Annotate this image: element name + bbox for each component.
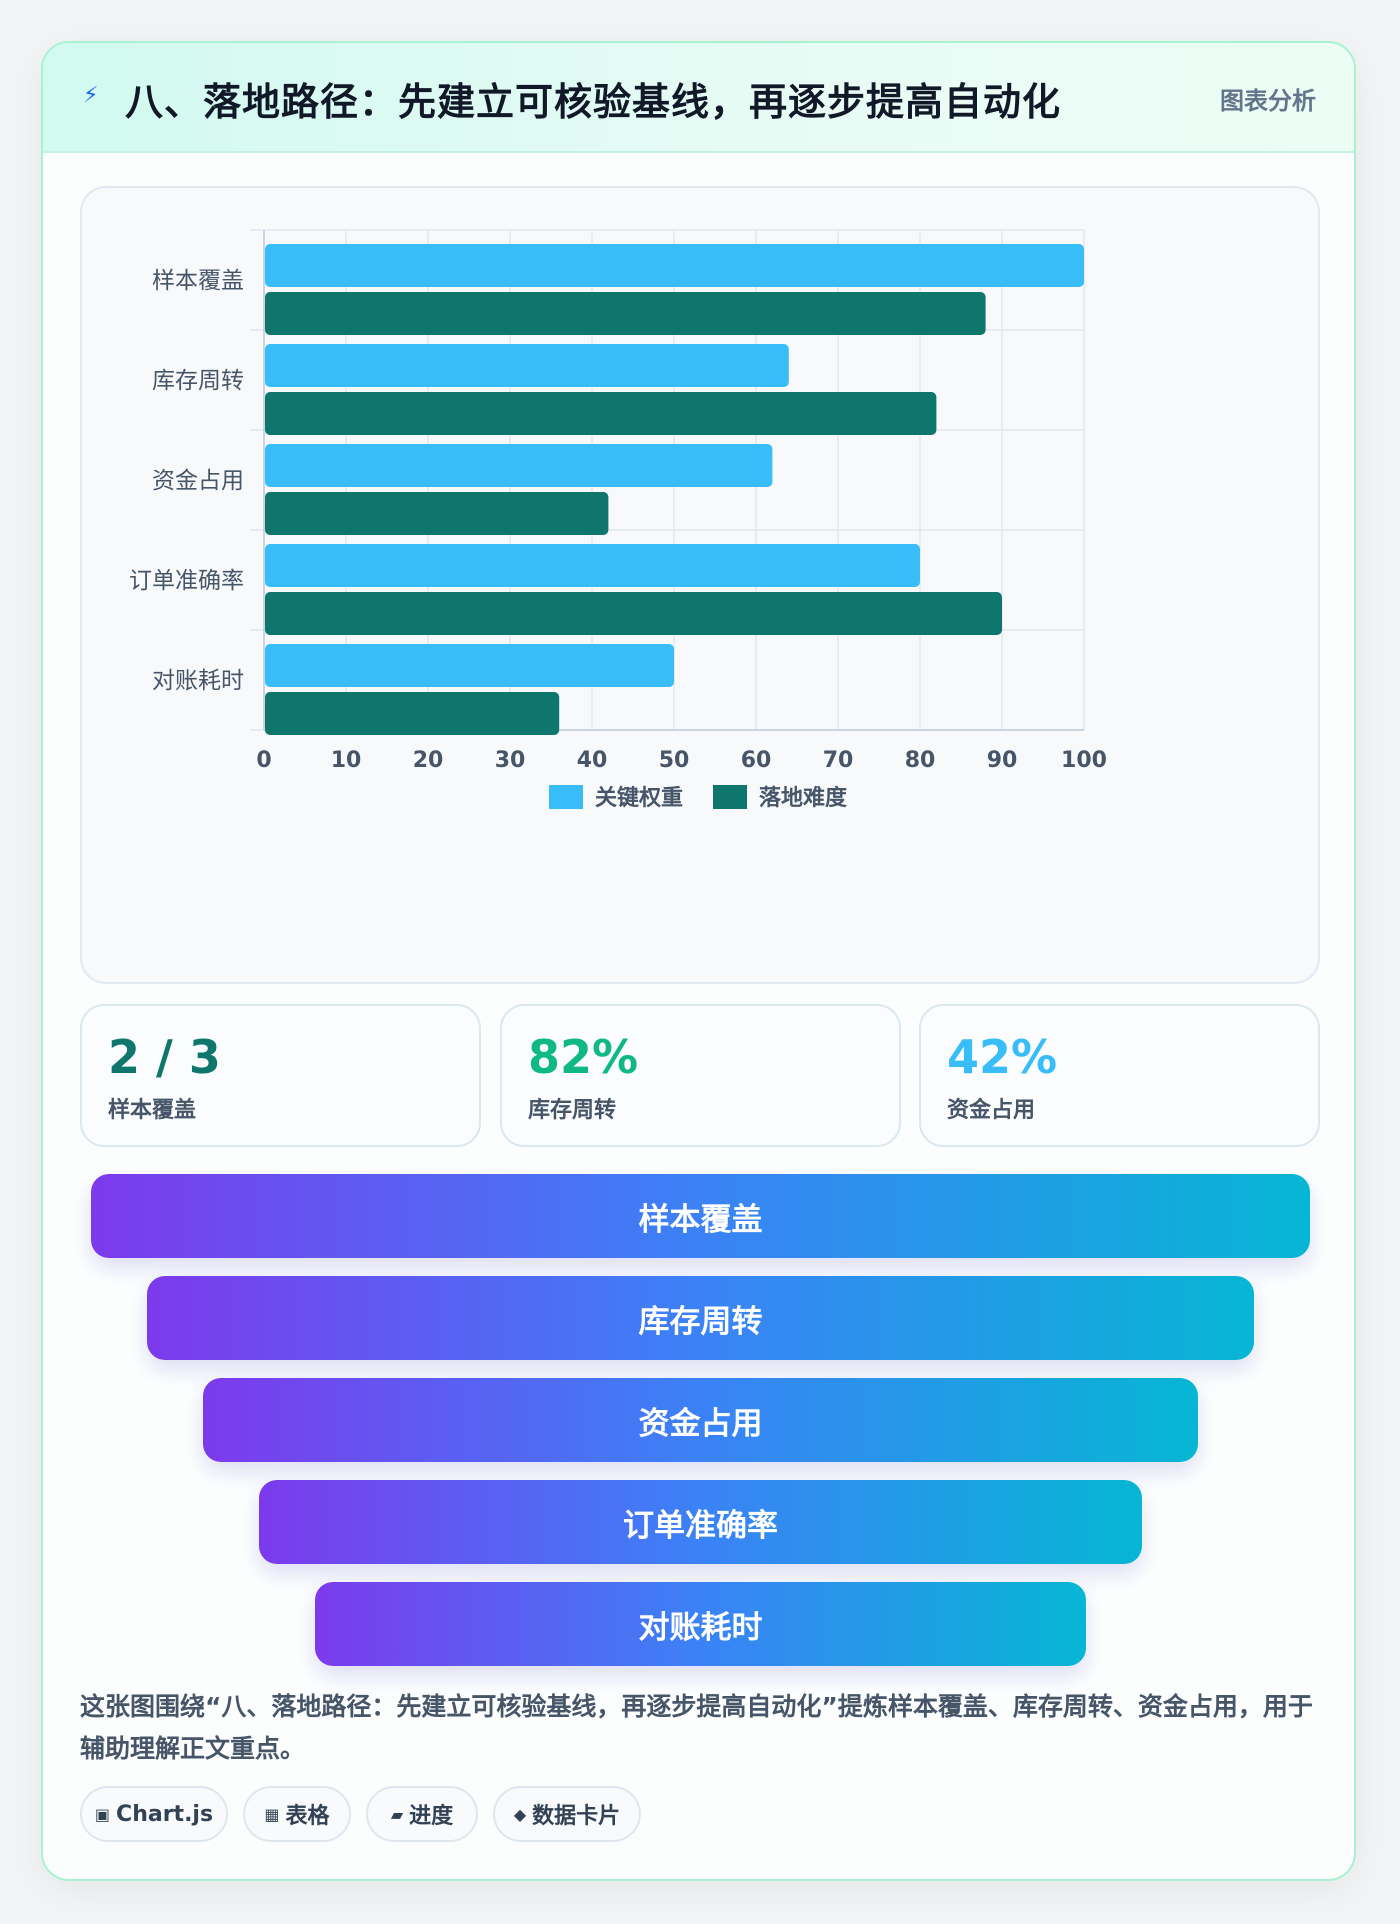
legend-swatch <box>713 785 747 809</box>
funnel-step-3: 资金占用 <box>203 1378 1198 1462</box>
funnel-step-1: 样本覆盖 <box>91 1174 1310 1258</box>
bar-difficulty <box>265 292 986 335</box>
legend-label: 落地难度 <box>759 785 848 811</box>
progress-icon: ▰ <box>390 1804 404 1824</box>
stat-label: 库存周转 <box>528 1098 617 1123</box>
x-tick-label: 0 <box>256 748 271 773</box>
tag-data-card[interactable]: ◆ 数据卡片 <box>493 1786 641 1842</box>
y-tick-label: 样本覆盖 <box>152 268 244 294</box>
bar-weight <box>265 444 773 487</box>
header-tag: 图表分析 <box>1220 87 1316 115</box>
lightning-icon: ⚡ <box>83 83 99 108</box>
y-tick-label: 资金占用 <box>152 468 244 494</box>
x-tick-label: 60 <box>741 748 772 773</box>
chart-icon: ▣ <box>94 1804 111 1824</box>
bar-difficulty <box>265 592 1002 635</box>
stat-value: 82% <box>528 1030 639 1084</box>
stat-label: 资金占用 <box>947 1098 1036 1123</box>
bar-difficulty <box>265 692 560 735</box>
x-tick-label: 40 <box>577 748 608 773</box>
tag-label: 数据卡片 <box>532 1804 621 1829</box>
funnel-step-2: 库存周转 <box>147 1276 1254 1360</box>
stat-value: 42% <box>947 1030 1058 1084</box>
funnel-step-4: 订单准确率 <box>259 1480 1142 1564</box>
y-tick-label: 库存周转 <box>152 368 244 394</box>
tag-table[interactable]: ▦ 表格 <box>243 1786 351 1842</box>
legend-swatch <box>549 785 583 809</box>
page-title: 八、落地路径：先建立可核验基线，再逐步提高自动化 <box>125 80 1062 124</box>
diamond-icon: ◆ <box>513 1804 527 1824</box>
tag-label: Chart.js <box>116 1801 214 1827</box>
chart-card: ⚡ 八、落地路径：先建立可核验基线，再逐步提高自动化 图表分析 样本覆盖 库存周转… <box>41 41 1356 1881</box>
tag-chartjs[interactable]: ▣ Chart.js <box>80 1786 228 1842</box>
x-tick-label: 70 <box>823 748 854 773</box>
bar-weight <box>265 244 1084 287</box>
stat-card-3: 42% 资金占用 <box>919 1004 1320 1147</box>
funnel-step-5: 对账耗时 <box>315 1582 1086 1666</box>
x-tick-label: 20 <box>413 748 444 773</box>
stat-value: 2 / 3 <box>108 1030 221 1084</box>
bar-weight <box>265 544 920 587</box>
table-icon: ▦ <box>264 1804 280 1824</box>
legend-label: 关键权重 <box>595 785 683 811</box>
x-tick-label: 80 <box>905 748 936 773</box>
x-tick-label: 50 <box>659 748 690 773</box>
chart-panel: 样本覆盖库存周转资金占用订单准确率对账耗时 0 10 20 30 40 50 60 70 80 90… <box>80 186 1320 984</box>
tag-label: 进度 <box>409 1804 454 1829</box>
bar-difficulty <box>265 392 937 435</box>
x-tick-label: 30 <box>495 748 526 773</box>
y-tick-label: 订单准确率 <box>129 568 244 594</box>
x-tick-label: 100 <box>1061 748 1107 773</box>
bar-difficulty <box>265 492 609 535</box>
stat-label: 样本覆盖 <box>108 1098 197 1123</box>
x-tick-label: 10 <box>331 748 362 773</box>
summary-text: 这张图围绕“八、落地路径：先建立可核验基线，再逐步提高自动化”提炼样本覆盖、库存… <box>80 1692 1313 1763</box>
card-header: ⚡ 八、落地路径：先建立可核验基线，再逐步提高自动化 图表分析 <box>43 43 1354 153</box>
bar-weight <box>265 344 789 387</box>
x-tick-label: 90 <box>987 748 1018 773</box>
tag-progress[interactable]: ▰ 进度 <box>366 1786 478 1842</box>
stat-card-2: 82% 库存周转 <box>500 1004 901 1147</box>
bar-weight <box>265 644 674 687</box>
tag-label: 表格 <box>285 1804 330 1829</box>
y-tick-label: 对账耗时 <box>152 668 244 694</box>
stat-card-1: 2 / 3 样本覆盖 <box>80 1004 481 1147</box>
